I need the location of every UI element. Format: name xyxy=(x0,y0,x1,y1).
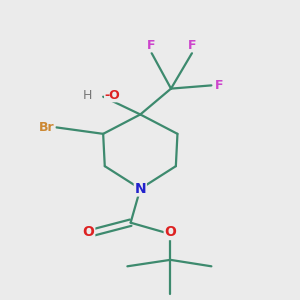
Text: -O: -O xyxy=(105,88,121,102)
Text: N: N xyxy=(134,182,146,196)
Text: O: O xyxy=(164,225,176,239)
Text: F: F xyxy=(215,79,224,92)
Text: Br: Br xyxy=(39,121,55,134)
Text: F: F xyxy=(147,38,156,52)
Text: H: H xyxy=(82,88,92,102)
Text: F: F xyxy=(188,38,196,52)
Text: O: O xyxy=(83,225,94,239)
